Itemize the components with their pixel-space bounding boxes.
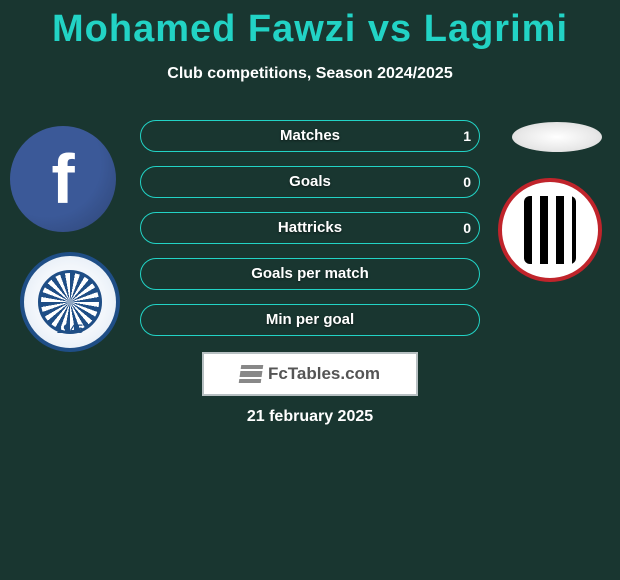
- stat-row: Matches1: [140, 120, 480, 152]
- stat-value-right: 0: [463, 167, 471, 197]
- stat-label: Goals: [141, 167, 479, 197]
- watermark-bars-icon: [239, 365, 264, 383]
- player-right-avatar: [512, 122, 602, 152]
- page-title: Mohamed Fawzi vs Lagrimi: [0, 0, 620, 51]
- club-badge-left-year: 1945: [24, 322, 116, 336]
- stat-value-right: 0: [463, 213, 471, 243]
- subtitle: Club competitions, Season 2024/2025: [0, 65, 620, 83]
- stat-row: Goals0: [140, 166, 480, 198]
- stat-label: Hattricks: [141, 213, 479, 243]
- stat-row: Hattricks0: [140, 212, 480, 244]
- stat-row: Goals per match: [140, 258, 480, 290]
- club-badge-right: [498, 178, 602, 282]
- stat-row: Min per goal: [140, 304, 480, 336]
- stat-label: Goals per match: [141, 259, 479, 289]
- date-text: 21 february 2025: [0, 408, 620, 426]
- watermark: FcTables.com: [202, 352, 418, 396]
- stat-label: Min per goal: [141, 305, 479, 335]
- stats-area: Matches1Goals0Hattricks0Goals per matchM…: [140, 120, 480, 350]
- stat-label: Matches: [141, 121, 479, 151]
- club-badge-right-stripes: [524, 196, 576, 264]
- club-badge-left: 1945: [20, 252, 120, 352]
- player-left-avatar: [10, 126, 116, 232]
- stat-value-right: 1: [463, 121, 471, 151]
- watermark-text: FcTables.com: [268, 364, 380, 384]
